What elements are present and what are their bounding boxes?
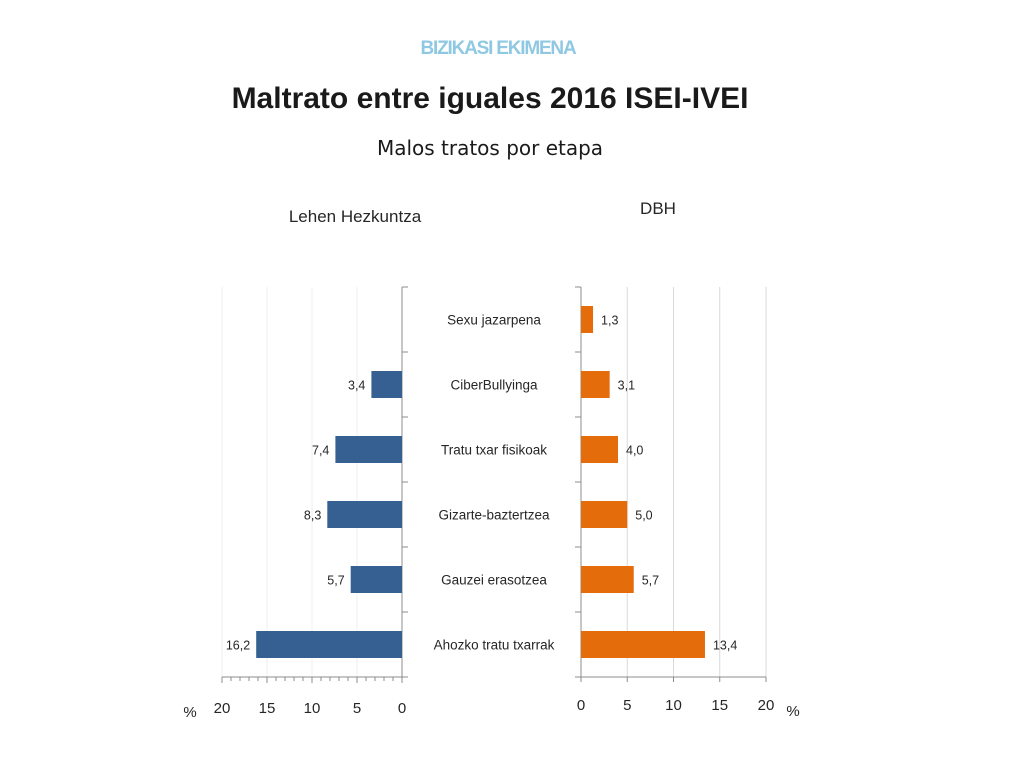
left-tick-label: 0 [398,700,406,717]
left-unit-label: % [183,704,196,721]
left-tick-label: 15 [259,700,276,717]
right-tick-label: 15 [711,697,728,714]
left-tick-label: 5 [353,700,361,717]
right-tick-label: 10 [665,697,682,714]
page-subtitle: Malos tratos por etapa [376,136,604,160]
right-tick-label: 20 [758,697,775,714]
right-data-label: 5,0 [635,509,652,523]
right-bar [581,306,594,333]
category-label: CiberBullyinga [450,378,538,393]
right-data-label: 4,0 [626,444,643,458]
right-bar [581,371,610,398]
left-data-label: 16,2 [226,639,250,653]
category-label: Ahozko tratu txarrak [434,638,555,653]
right-bar [581,436,618,463]
right-tick-label: 0 [577,697,585,714]
left-bar [335,436,402,463]
organization-label: BIZIKASI EKIMENA [420,38,577,59]
category-label: Gizarte-baztertzea [438,508,550,523]
right-data-label: 5,7 [642,574,659,588]
right-tick-label: 5 [623,697,631,714]
left-bar [371,371,402,398]
right-data-label: 3,1 [618,379,635,393]
page-title: Maltrato entre iguales 2016 ISEI-IVEI [231,82,749,115]
category-label: Sexu jazarpena [447,313,541,328]
left-chart-title: Lehen Hezkuntza [289,207,422,226]
right-data-label: 1,3 [601,314,618,328]
left-data-label: 7,4 [312,444,329,458]
category-label: Gauzei erasotzea [441,573,547,588]
right-bar [581,501,628,528]
left-data-label: 3,4 [348,379,365,393]
left-bar [256,631,402,658]
left-data-label: 8,3 [304,509,321,523]
right-chart-title: DBH [640,199,676,218]
left-bar [327,501,402,528]
left-data-label: 5,7 [327,574,344,588]
right-bar [581,631,705,658]
right-bar [581,566,634,593]
category-label: Tratu txar fisikoak [441,443,547,458]
left-tick-label: 20 [214,700,231,717]
right-data-label: 13,4 [713,639,737,653]
left-bar [350,566,402,593]
right-unit-label: % [786,703,799,720]
left-tick-label: 10 [304,700,321,717]
